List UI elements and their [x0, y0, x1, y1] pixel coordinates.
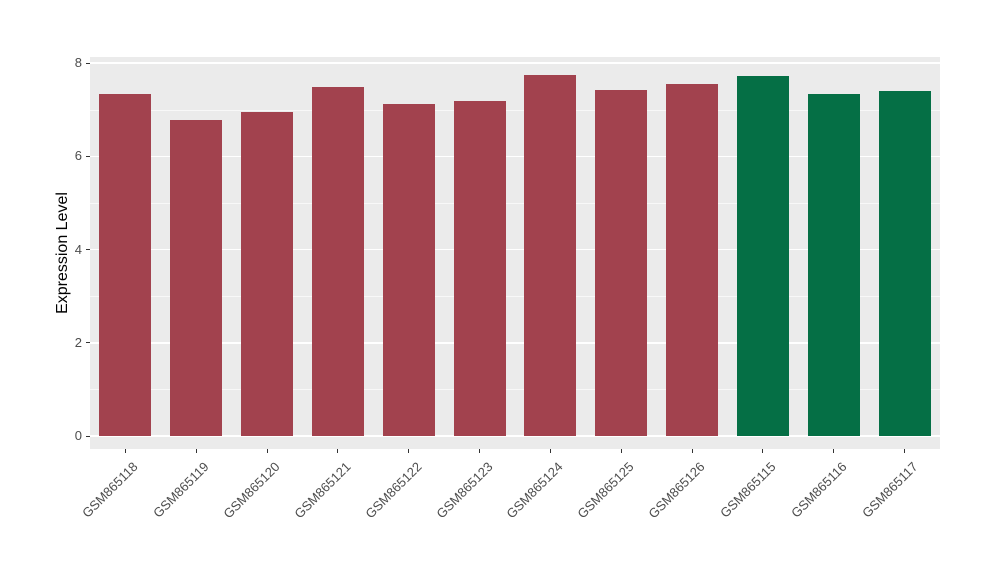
gridline-minor — [90, 202, 940, 204]
x-tick — [620, 449, 622, 453]
y-tick-label: 8 — [74, 55, 82, 71]
bar-GSM865121 — [311, 86, 364, 436]
gridline-major — [90, 62, 940, 64]
x-tick-label: GSM865118 — [79, 459, 142, 521]
bar-GSM865122 — [382, 104, 435, 436]
x-tick — [549, 449, 551, 453]
gridline-major — [90, 342, 940, 344]
gridline-minor — [90, 389, 940, 391]
y-tick — [86, 435, 90, 437]
x-tick-label: GSM865124 — [503, 459, 567, 522]
y-tick-label: 4 — [74, 241, 82, 257]
bar-GSM865118 — [99, 93, 152, 436]
bar-GSM865119 — [170, 120, 223, 436]
y-tick — [86, 249, 90, 251]
x-tick-label: GSM865117 — [858, 459, 921, 521]
x-tick-label: GSM865122 — [362, 459, 425, 522]
x-tick-label: GSM865123 — [432, 459, 496, 522]
bar-GSM865115 — [736, 76, 789, 436]
y-tick — [86, 155, 90, 157]
x-tick — [904, 449, 906, 453]
gridline-major — [90, 248, 940, 251]
y-tick-label: 6 — [74, 148, 82, 164]
x-tick — [479, 449, 481, 453]
gridline-minor — [90, 109, 940, 111]
gridline-minor — [90, 295, 940, 297]
x-tick — [691, 449, 693, 453]
x-tick-label: GSM865126 — [645, 459, 708, 522]
bar-GSM865124 — [524, 74, 577, 436]
x-tick — [266, 449, 268, 453]
y-tick-label: 0 — [74, 428, 82, 443]
x-tick — [337, 449, 339, 453]
x-tick — [195, 449, 197, 453]
x-tick-label: GSM865115 — [716, 459, 779, 521]
x-tick-label: GSM865125 — [574, 459, 637, 522]
x-tick — [833, 449, 835, 453]
plot-panel — [90, 57, 940, 449]
x-tick-label: GSM865120 — [220, 459, 283, 522]
x-tick-label: GSM865116 — [787, 459, 850, 521]
bar-GSM865123 — [453, 100, 506, 436]
gridline-major — [90, 435, 940, 437]
bar-GSM865116 — [807, 93, 860, 436]
y-tick — [86, 62, 90, 64]
bar-GSM865117 — [878, 91, 931, 436]
gridline-major — [90, 155, 940, 158]
x-tick-label: GSM865121 — [291, 459, 354, 522]
x-tick-label: GSM865119 — [150, 459, 212, 521]
x-tick — [408, 449, 410, 453]
y-tick-label: 2 — [74, 334, 82, 350]
y-tick — [86, 342, 90, 344]
bar-GSM865125 — [595, 90, 648, 436]
bar-GSM865126 — [666, 84, 719, 436]
bar-GSM865120 — [241, 112, 294, 436]
x-tick — [124, 449, 126, 453]
x-tick — [762, 449, 764, 453]
